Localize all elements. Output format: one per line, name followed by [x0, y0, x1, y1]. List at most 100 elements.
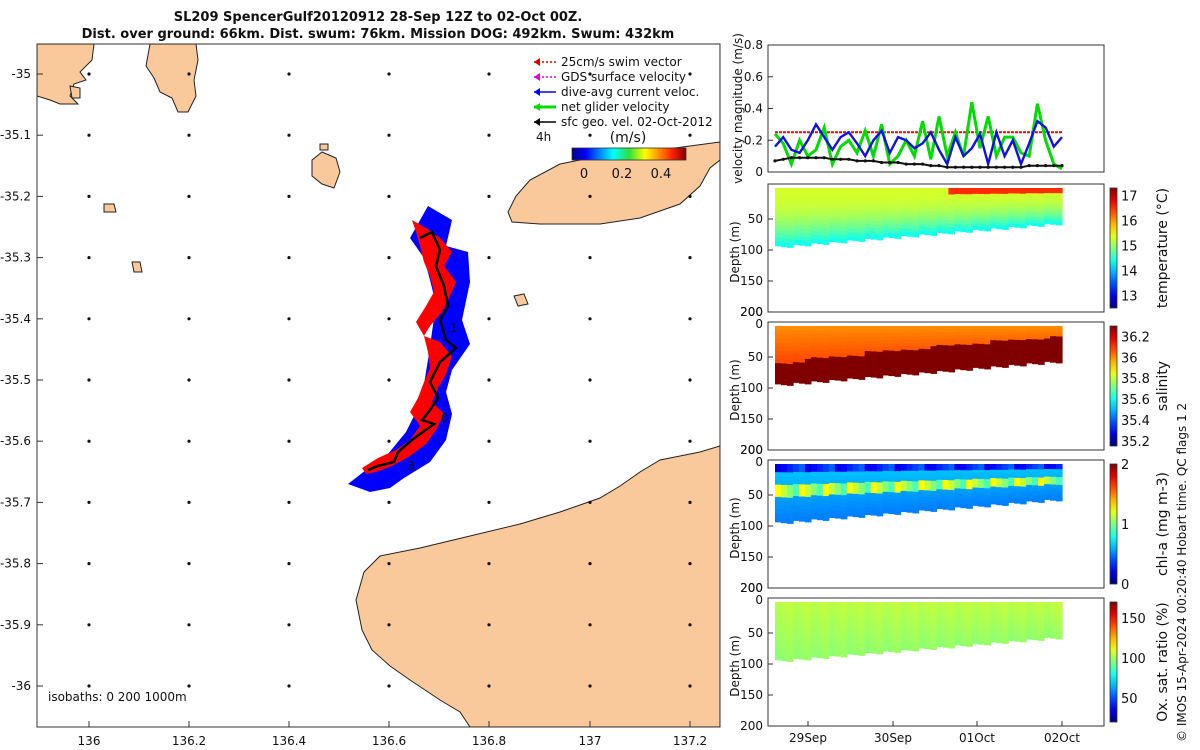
section-cell — [787, 347, 794, 353]
section-cell — [912, 509, 920, 514]
section-cell — [1044, 188, 1051, 192]
section-cell — [1002, 352, 1009, 357]
section-cell — [1002, 502, 1009, 506]
section-cell — [1038, 464, 1045, 468]
section-cell — [1026, 341, 1033, 346]
section-cell — [858, 225, 866, 231]
section-cell — [954, 605, 961, 609]
section-cell — [816, 621, 824, 627]
section-cell — [787, 342, 794, 348]
section-cell — [1002, 619, 1009, 624]
section-cell — [1026, 625, 1033, 629]
section-cell — [972, 487, 979, 492]
section-cell — [858, 345, 866, 350]
section-cell — [870, 191, 878, 196]
section-cell — [924, 224, 932, 229]
section-cell — [1020, 495, 1027, 499]
section-cell — [870, 631, 878, 636]
section-cell — [1014, 607, 1021, 612]
section-cell — [787, 631, 794, 637]
section-cell — [924, 628, 932, 633]
section-cell — [882, 605, 890, 610]
section-cell — [912, 470, 920, 476]
section-cell — [804, 196, 812, 202]
section-cell — [984, 200, 991, 204]
section-cell — [978, 602, 985, 606]
section-cell — [942, 361, 949, 366]
section-cell — [954, 614, 961, 618]
section-cell — [906, 367, 914, 372]
map-grid-dot — [287, 72, 291, 76]
section-cell — [900, 369, 908, 374]
section-cell — [918, 503, 926, 508]
map-grid-dot — [588, 72, 592, 76]
velocity-point — [839, 157, 843, 161]
section-cell — [775, 196, 782, 202]
section-cell — [828, 490, 836, 496]
section-cell — [936, 200, 943, 205]
section-cell — [978, 329, 985, 333]
section-cell — [882, 201, 890, 207]
section-cell — [918, 332, 926, 337]
section-cell — [816, 606, 824, 611]
section-cell — [810, 341, 818, 347]
section-cell — [858, 188, 866, 193]
section-cell — [864, 340, 872, 345]
map-grid-dot — [187, 562, 191, 566]
section-cell — [787, 606, 794, 612]
velocity-point — [1052, 164, 1056, 168]
section-cell — [852, 646, 860, 652]
section-cell — [870, 209, 878, 215]
section-cell — [816, 203, 824, 209]
section-cell — [918, 470, 926, 475]
section-cell — [936, 213, 943, 218]
section-cell — [1038, 477, 1045, 482]
vel-ytick-label: 0.4 — [744, 102, 763, 116]
section-colorbar-label: temperature (°C) — [1155, 188, 1171, 308]
section-cell — [858, 352, 866, 358]
section-cell — [972, 199, 979, 204]
section-cell — [942, 188, 949, 192]
section-cell — [787, 204, 794, 210]
section-cell — [870, 623, 878, 629]
section-cell — [912, 360, 920, 365]
section-cell — [1038, 621, 1045, 625]
section-cell — [816, 499, 824, 505]
section-cell — [822, 654, 830, 659]
map-grid-dot — [87, 72, 91, 76]
section-cell — [787, 213, 794, 219]
section-cell — [978, 608, 985, 612]
section-cell — [1014, 190, 1021, 195]
section-cell — [822, 618, 830, 623]
section-cell — [1026, 490, 1033, 494]
section-cell — [930, 608, 938, 613]
section-cell — [781, 213, 788, 218]
section-cell — [930, 352, 938, 358]
section-cell — [996, 331, 1003, 336]
section-cell — [876, 351, 884, 357]
section-cell — [787, 326, 794, 331]
section-cell — [870, 649, 878, 654]
section-cell — [775, 225, 782, 230]
section-cell — [822, 240, 830, 245]
velocity-point — [953, 165, 958, 169]
section-cell — [888, 647, 896, 653]
section-cell — [1032, 193, 1039, 197]
section-cell — [894, 340, 902, 345]
section-cell — [882, 198, 890, 203]
section-cell — [1056, 622, 1063, 627]
section-cell — [792, 516, 800, 521]
section-cell — [882, 491, 890, 497]
section-cell — [1050, 604, 1057, 608]
section-cell — [912, 350, 920, 355]
section-cell — [792, 492, 800, 497]
section-cell — [804, 492, 812, 498]
section-cell — [822, 370, 830, 375]
section-cell — [876, 217, 884, 222]
section-cell — [846, 471, 854, 476]
section-cell — [1008, 347, 1015, 352]
section-cell — [954, 332, 961, 336]
section-cell — [876, 482, 884, 487]
section-cell — [984, 188, 991, 192]
section-cell — [900, 329, 908, 334]
